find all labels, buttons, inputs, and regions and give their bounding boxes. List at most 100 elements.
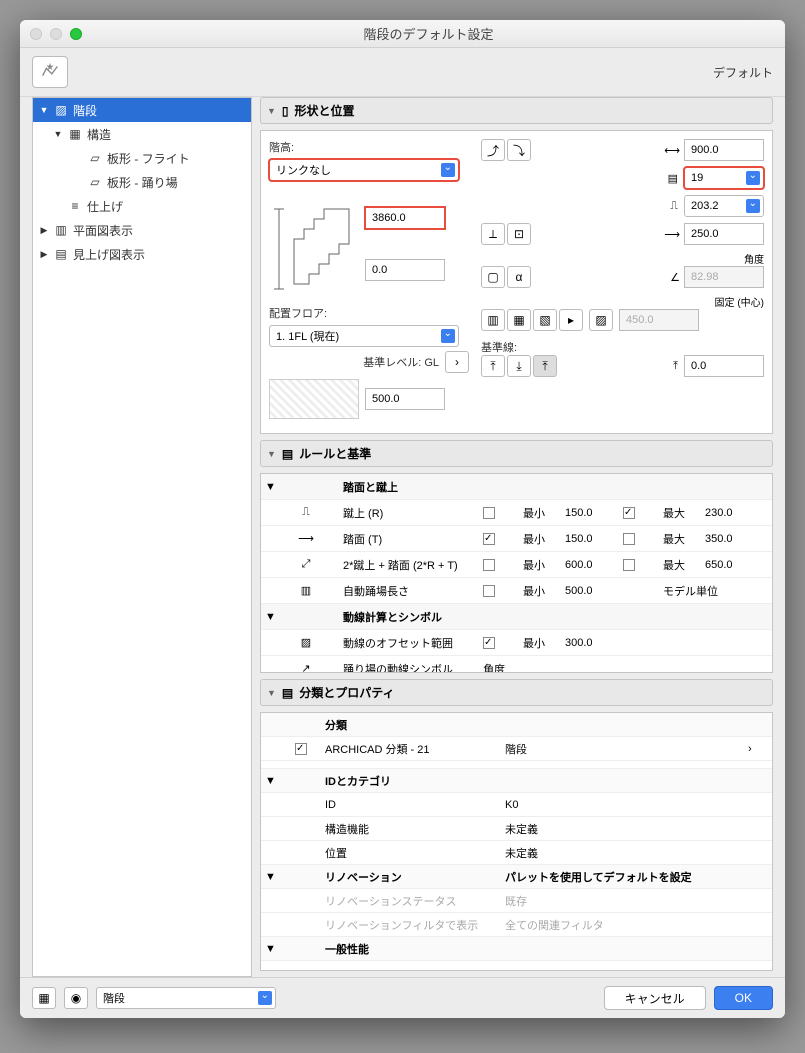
zoom-light[interactable] xyxy=(70,28,82,40)
dir-a-button[interactable]: ⤴ xyxy=(481,139,505,161)
rule-label: 角度 xyxy=(483,661,565,674)
disclosure-icon: ▼ xyxy=(267,449,276,459)
prop-row: リノベーションフィルタで表示全ての関連フィルタ xyxy=(261,913,772,937)
floor-select[interactable]: 1. 1FL (現在) xyxy=(269,325,459,347)
angle-b-button[interactable]: α xyxy=(507,266,531,288)
panel-shape-header[interactable]: ▼ ▯ 形状と位置 xyxy=(260,97,773,124)
min-val[interactable]: 300.0 xyxy=(565,637,623,649)
bottom-input[interactable]: 0.0 xyxy=(365,259,445,281)
landing-len-icon: ▥ xyxy=(295,582,317,600)
tree-flight[interactable]: ▱板形 - フライト xyxy=(33,146,251,170)
rules-section-header[interactable]: ▼動線計算とシンボル xyxy=(261,604,772,630)
disclosure-icon: ▼ xyxy=(267,106,276,116)
baseline-value: 0.0 xyxy=(691,360,706,372)
bl-3-button[interactable]: ⤒ xyxy=(533,355,557,377)
angle-input: 82.98 xyxy=(684,266,764,288)
max-check[interactable] xyxy=(623,507,635,519)
tree-landing[interactable]: ▱板形 - 踊り場 xyxy=(33,170,251,194)
riser-count-select[interactable]: 19 xyxy=(684,167,764,189)
seg-2-button[interactable]: ▦ xyxy=(507,309,531,331)
lock-a-button[interactable]: ⟂ xyxy=(481,223,505,245)
prop-row[interactable]: IDK0 xyxy=(261,793,772,817)
prop-value: 全ての関連フィルタ xyxy=(505,917,748,933)
slope-icon: ∠ xyxy=(670,271,680,284)
tree-structure[interactable]: ▼▦構造 xyxy=(33,122,251,146)
max-val[interactable]: 230.0 xyxy=(705,507,763,519)
ok-button[interactable]: OK xyxy=(714,986,773,1010)
min-label: 最小 xyxy=(523,557,565,573)
bl-1-button[interactable]: ⤒ xyxy=(481,355,505,377)
seg-pattern-button[interactable]: ▨ xyxy=(589,309,613,331)
sidebar-tree[interactable]: ▼▨階段 ▼▦構造 ▱板形 - フライト ▱板形 - 踊り場 ≡仕上げ ▶▥平面… xyxy=(32,97,252,977)
eye-icon-button[interactable]: ◉ xyxy=(64,987,88,1009)
prop-header[interactable]: ▼IDとカテゴリ xyxy=(261,769,772,793)
panel-rules-header[interactable]: ▼ ▤ ルールと基準 xyxy=(260,440,773,467)
ref-info-button[interactable]: › xyxy=(445,351,469,373)
baseline-input[interactable]: 0.0 xyxy=(684,355,764,377)
link-value: リンクなし xyxy=(276,162,331,178)
tree-finish[interactable]: ≡仕上げ xyxy=(33,194,251,218)
min-val[interactable]: 600.0 xyxy=(565,559,623,571)
width-input[interactable]: 900.0 xyxy=(684,139,764,161)
prop-row[interactable]: 位置未定義 xyxy=(261,841,772,865)
titlebar: 階段のデフォルト設定 xyxy=(20,20,785,48)
section-label: 踏面と蹴上 xyxy=(343,479,483,495)
min-check[interactable] xyxy=(483,533,495,545)
tree-label: 板形 - 踊り場 xyxy=(107,174,178,191)
prop-header[interactable]: 分類 xyxy=(261,713,772,737)
footer: ▦ ◉ 階段 キャンセル OK xyxy=(20,977,785,1018)
layer-icon-button[interactable]: ▦ xyxy=(32,987,56,1009)
max-val[interactable]: 350.0 xyxy=(705,533,763,545)
prop-header[interactable]: ▼リノベーションパレットを使用してデフォルトを設定 xyxy=(261,865,772,889)
height-input[interactable]: 3860.0 xyxy=(365,207,445,229)
seg-1-button[interactable]: ▥ xyxy=(481,309,505,331)
finish-icon: ≡ xyxy=(67,198,83,214)
min-val[interactable]: 150.0 xyxy=(565,533,623,545)
panel-props-header[interactable]: ▼ ▤ 分類とプロパティ xyxy=(260,679,773,706)
min-check[interactable] xyxy=(483,507,495,519)
min-val[interactable]: 500.0 xyxy=(565,585,623,597)
dir-b-button[interactable]: ⤵ xyxy=(507,139,531,161)
prop-header[interactable]: ▼一般性能 xyxy=(261,937,772,961)
layer-select[interactable]: 階段 xyxy=(96,987,276,1009)
prop-row[interactable]: ARCHICAD 分類 - 21階段› xyxy=(261,737,772,761)
tree-plan[interactable]: ▶▥平面図表示 xyxy=(33,218,251,242)
chevron-right-icon[interactable]: › xyxy=(748,743,768,755)
formula-icon: ⤢ xyxy=(295,556,317,574)
prop-label: 分類 xyxy=(325,717,505,733)
min-light[interactable] xyxy=(50,28,62,40)
min-check[interactable] xyxy=(483,637,495,649)
close-light[interactable] xyxy=(30,28,42,40)
seg-opts-button[interactable]: ▸ xyxy=(559,309,583,331)
ref-input[interactable]: 500.0 xyxy=(365,388,445,410)
seg-3-button[interactable]: ▧ xyxy=(533,309,557,331)
min-check[interactable] xyxy=(483,585,495,597)
riser-select[interactable]: 203.2 xyxy=(684,195,764,217)
prop-row[interactable]: 構造機能未定義 xyxy=(261,817,772,841)
min-val[interactable]: 150.0 xyxy=(565,507,623,519)
angle-a-button[interactable]: ▢ xyxy=(481,266,505,288)
max-check[interactable] xyxy=(623,533,635,545)
prop-spacer xyxy=(261,761,772,769)
rule-row: ▨動線のオフセット範囲最小300.0 xyxy=(261,630,772,656)
angle-label: 角度 xyxy=(481,251,764,266)
bl-2-button[interactable]: ⤓ xyxy=(507,355,531,377)
top-row: デフォルト xyxy=(20,48,785,97)
class-check[interactable] xyxy=(295,743,307,755)
rules-section-header[interactable]: ▼踏面と蹴上 xyxy=(261,474,772,500)
min-check[interactable] xyxy=(483,559,495,571)
tread-input[interactable]: 250.0 xyxy=(684,223,764,245)
favorites-button[interactable] xyxy=(32,56,68,88)
props-icon: ▤ xyxy=(282,686,293,700)
tree-stair[interactable]: ▼▨階段 xyxy=(33,98,251,122)
max-val[interactable]: 650.0 xyxy=(705,559,763,571)
tread-value: 250.0 xyxy=(691,228,719,240)
link-select[interactable]: リンクなし xyxy=(269,159,459,181)
prop-label: IDとカテゴリ xyxy=(325,773,505,789)
cancel-button[interactable]: キャンセル xyxy=(604,986,706,1010)
rule-name: 自動踊場長さ xyxy=(343,583,483,599)
lock-b-button[interactable]: ⊡ xyxy=(507,223,531,245)
max-check[interactable] xyxy=(623,559,635,571)
tree-rcp[interactable]: ▶▤見上げ図表示 xyxy=(33,242,251,266)
floor-label: 配置フロア: xyxy=(269,305,469,321)
